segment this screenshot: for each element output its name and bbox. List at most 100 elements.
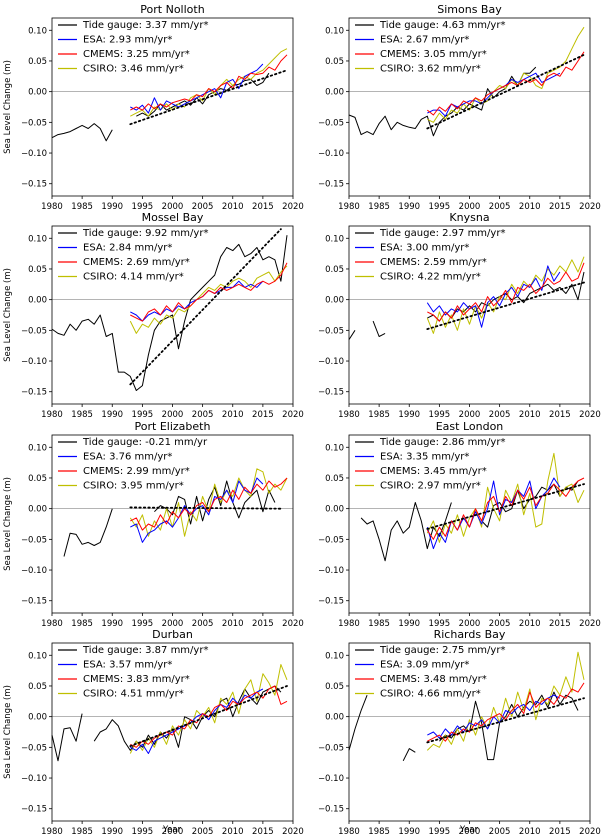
legend-label: ESA: 3.00 mm/yr* [380, 243, 469, 254]
y-tick-label: 0.10 [28, 234, 47, 244]
y-tick-label: 0.10 [28, 651, 47, 661]
series-line-tide-trend [129, 506, 282, 510]
x-tick-label: 2010 [519, 827, 541, 837]
y-tick-label: 0.10 [325, 26, 344, 36]
x-axis-label-left: Year [162, 825, 182, 835]
legend-label: Tide gauge: 4.63 mm/yr* [379, 20, 505, 31]
y-tick-label: −0.05 [21, 535, 47, 545]
x-tick-label: 1995 [429, 827, 451, 837]
series-line-tide-trend [426, 281, 585, 330]
y-tick-label: 0.00 [28, 296, 47, 306]
legend-label: Tide gauge: 9.92 mm/yr* [82, 228, 208, 239]
series-line-cmems [130, 54, 288, 111]
x-tick-label: 2015 [252, 202, 274, 212]
series-line-csiro [426, 452, 585, 543]
x-tick-label: 1990 [101, 827, 123, 837]
chart-panel: Durban −0.15 −0.10 −0.05 0.00 0.05 0.10 1980 198… [21, 628, 304, 837]
x-tick-label: 2010 [222, 619, 244, 629]
series-line-cmems [426, 477, 585, 540]
x-tick-label: 1980 [338, 410, 360, 420]
legend-label: CMEMS: 3.45 mm/yr* [380, 466, 487, 477]
series-line-csiro [129, 468, 288, 537]
panel-title: Port Nolloth [140, 3, 204, 16]
legend-label: CMEMS: 3.05 mm/yr* [380, 49, 487, 60]
chart-panel: Port Elizabeth −0.15 −0.10 −0.05 0.00 0.05 0.1… [21, 420, 304, 629]
x-tick-label: 1985 [368, 827, 390, 837]
x-tick-label: 1985 [71, 410, 93, 420]
y-tick-label: −0.15 [21, 388, 47, 398]
y-tick-label: 0.05 [325, 474, 344, 484]
x-tick-label: 1990 [398, 202, 420, 212]
x-tick-label: 1985 [368, 619, 390, 629]
x-tick-label: 2000 [459, 202, 481, 212]
y-tick-label: 0.10 [28, 443, 47, 453]
legend-label: CMEMS: 2.99 mm/yr* [83, 466, 190, 477]
y-tick-label: −0.15 [318, 180, 344, 190]
plot-frame [51, 434, 294, 614]
legend-label: CSIRO: 4.51 mm/yr* [83, 689, 184, 700]
y-tick-label: 0.05 [28, 474, 47, 484]
x-tick-label: 2020 [282, 619, 304, 629]
x-tick-label: 1980 [338, 827, 360, 837]
x-tick-label: 2000 [459, 827, 481, 837]
y-tick-label: 0.00 [325, 296, 344, 306]
series-line-esa [130, 688, 264, 754]
y-tick-label: 0.00 [325, 88, 344, 98]
series-line-csiro [426, 256, 585, 334]
x-tick-label: 2010 [519, 202, 541, 212]
x-tick-label: 1990 [398, 410, 420, 420]
x-tick-label: 2015 [549, 827, 571, 837]
panel-title: Richards Bay [434, 628, 506, 641]
y-tick-label: −0.05 [318, 535, 344, 545]
y-tick-label: 0.00 [325, 505, 344, 515]
x-tick-label: 1985 [71, 827, 93, 837]
y-axis-label-row3: Sea Level Change (m) [3, 477, 13, 571]
y-tick-label: −0.15 [318, 805, 344, 815]
x-tick-label: 1985 [71, 619, 93, 629]
x-tick-label: 1990 [101, 202, 123, 212]
x-tick-label: 2020 [579, 410, 601, 420]
x-tick-label: 2020 [282, 827, 304, 837]
y-tick-label: −0.05 [318, 326, 344, 336]
y-tick-label: 0.00 [28, 713, 47, 723]
series-line-esa [130, 477, 264, 543]
x-tick-label: 2010 [519, 619, 541, 629]
y-tick-label: −0.05 [318, 118, 344, 128]
legend-label: CSIRO: 4.14 mm/yr* [83, 272, 184, 283]
x-tick-label: 2005 [192, 827, 214, 837]
y-tick-label: −0.05 [318, 743, 344, 753]
chart-panel: Richards Bay −0.15 −0.10 −0.05 0.00 0.05 0.10 1… [318, 628, 601, 837]
y-tick-label: −0.10 [318, 566, 344, 576]
legend-label: ESA: 3.35 mm/yr* [380, 452, 469, 463]
x-tick-label: 2010 [222, 410, 244, 420]
x-tick-label: 1980 [338, 202, 360, 212]
y-tick-label: 0.05 [325, 57, 344, 67]
series-line-tide-trend [426, 697, 585, 744]
x-tick-label: 1995 [429, 202, 451, 212]
y-tick-label: 0.05 [28, 265, 47, 275]
x-tick-label: 2020 [579, 619, 601, 629]
legend-label: ESA: 3.76 mm/yr* [83, 452, 172, 463]
x-tick-label: 1995 [132, 202, 154, 212]
series-line-tide-trend [129, 69, 288, 126]
series-line-csiro [129, 664, 288, 754]
x-tick-label: 1985 [368, 410, 390, 420]
series-line-esa [130, 63, 264, 114]
chart-panel: East London −0.15 −0.10 −0.05 0.00 0.05 0.10 19… [318, 420, 601, 629]
series-line-tide [348, 66, 537, 137]
legend-label: Tide gauge: 3.37 mm/yr* [82, 20, 208, 31]
x-tick-label: 1980 [41, 410, 63, 420]
x-tick-label: 1980 [338, 619, 360, 629]
x-tick-label: 2000 [162, 202, 184, 212]
x-tick-label: 2005 [489, 619, 511, 629]
series-line-tide [51, 685, 282, 762]
x-tick-label: 2005 [489, 827, 511, 837]
x-tick-label: 2010 [222, 202, 244, 212]
panels: Port Nolloth −0.15 −0.10 −0.05 0.00 0.05 0.10 1… [21, 3, 601, 837]
x-tick-label: 2000 [162, 410, 184, 420]
x-tick-label: 1985 [368, 202, 390, 212]
panel-title: Mossel Bay [142, 211, 204, 224]
x-tick-label: 2020 [579, 202, 601, 212]
x-tick-label: 2010 [519, 410, 541, 420]
